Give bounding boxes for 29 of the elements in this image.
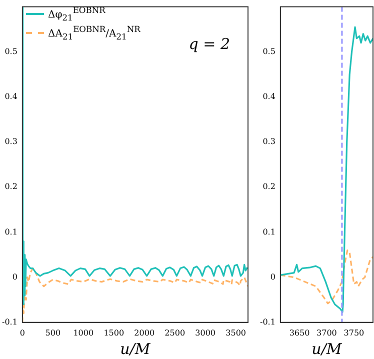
line-series <box>280 249 373 304</box>
y-tick-label: 0.3 <box>262 137 276 146</box>
x-tick-label: 1000 <box>73 328 94 338</box>
x-tick-label: 3000 <box>195 328 216 338</box>
y-tick-label: 0.1 <box>262 227 276 236</box>
x-tick-label: 500 <box>45 328 61 338</box>
y-tick-label: 0.2 <box>262 182 276 192</box>
x-axis-title: u/M <box>312 340 342 358</box>
x-tick-label: 2500 <box>164 328 186 338</box>
x-tick-label: 3700 <box>316 328 337 338</box>
y-tick-label: 0.2 <box>4 182 18 192</box>
y-tick-label: 0 <box>12 272 18 282</box>
y-tick-label: -0.1 <box>260 317 276 326</box>
x-tick-label: 2000 <box>134 328 155 338</box>
annotation: q = 2 <box>188 34 230 53</box>
x-tick-label: 3650 <box>289 328 310 338</box>
y-tick-label: 0.4 <box>4 92 18 102</box>
y-tick-label: 0.3 <box>4 137 18 146</box>
x-tick-label: 0 <box>20 328 25 338</box>
x-tick-label: 3500 <box>226 328 246 338</box>
y-tick-label: -0.1 <box>2 317 18 326</box>
y-tick-label: 0.1 <box>4 227 18 236</box>
y-tick-label: 0.5 <box>262 46 276 56</box>
x-tick-label: 3750 <box>344 328 364 338</box>
y-tick-label: 0 <box>270 272 276 282</box>
y-tick-label: 0.5 <box>4 46 18 56</box>
x-axis-title: u/M <box>120 340 151 358</box>
x-tick-label: 1500 <box>104 328 124 338</box>
y-tick-label: 0.4 <box>262 92 276 102</box>
